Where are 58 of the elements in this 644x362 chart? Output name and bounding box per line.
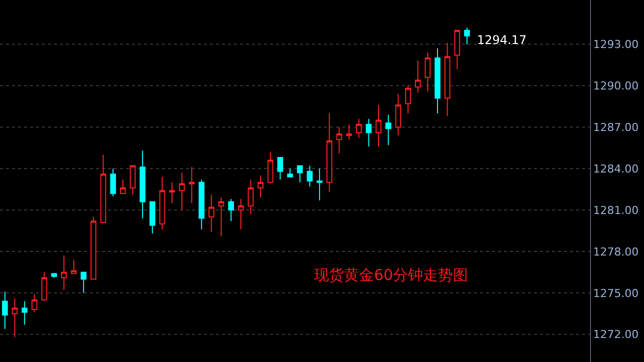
candlestick bbox=[395, 93, 402, 136]
candlestick bbox=[306, 165, 313, 188]
candlestick bbox=[178, 172, 185, 211]
candlestick bbox=[356, 118, 362, 139]
candlestick bbox=[248, 179, 254, 215]
candlestick bbox=[90, 216, 96, 280]
candlestick bbox=[346, 124, 352, 140]
candlestick bbox=[2, 291, 8, 330]
candlestick bbox=[41, 272, 48, 300]
candlestick bbox=[169, 182, 175, 204]
candlestick bbox=[287, 168, 293, 178]
y-tick-label: 1281.00 bbox=[593, 204, 639, 217]
candlestick bbox=[70, 259, 77, 274]
candlestick bbox=[464, 27, 470, 45]
candlestick bbox=[228, 198, 234, 222]
y-tick-label: 1287.00 bbox=[593, 120, 639, 134]
candlestick bbox=[120, 179, 126, 194]
y-tick-label: 1272.00 bbox=[593, 328, 639, 342]
candlestick bbox=[376, 104, 382, 147]
candlestick bbox=[366, 118, 372, 147]
candlestick bbox=[140, 150, 146, 219]
candlestick bbox=[198, 179, 204, 230]
candlestick bbox=[258, 174, 264, 198]
candlestick bbox=[149, 201, 156, 234]
y-tick-label: 1275.00 bbox=[593, 286, 639, 300]
candlestick bbox=[434, 48, 440, 114]
candlestick bbox=[336, 126, 342, 154]
candlestick bbox=[80, 272, 86, 294]
candlestick bbox=[130, 165, 136, 196]
candlestick bbox=[405, 85, 411, 114]
candlestick bbox=[444, 42, 450, 117]
y-tick-label: 1284.00 bbox=[593, 162, 639, 176]
y-tick-label: 1290.00 bbox=[593, 80, 639, 93]
candlestick bbox=[218, 197, 224, 237]
candlestick bbox=[326, 112, 332, 193]
candlestick bbox=[32, 294, 38, 313]
candlestick bbox=[424, 52, 431, 92]
candlestick bbox=[110, 168, 116, 197]
candlestick bbox=[159, 176, 166, 230]
candlestick bbox=[454, 30, 460, 70]
annotation: 现货黄金60分钟走势图 bbox=[314, 266, 468, 284]
candlestick bbox=[100, 154, 106, 223]
candlestick bbox=[385, 114, 392, 146]
candlestick bbox=[188, 166, 195, 204]
candlestick bbox=[208, 194, 214, 233]
candlestick bbox=[61, 255, 67, 291]
candlestick bbox=[316, 168, 322, 201]
candlestick bbox=[296, 165, 303, 183]
y-tick-label: 1278.00 bbox=[593, 245, 639, 258]
candlestick bbox=[51, 273, 57, 278]
candlestick bbox=[22, 300, 28, 326]
candlestick bbox=[267, 151, 274, 183]
annotation: 1294.17 bbox=[477, 33, 527, 47]
candlestick bbox=[414, 60, 421, 94]
candlestick bbox=[12, 298, 18, 338]
candlestick bbox=[277, 157, 284, 180]
y-tick-label: 1293.00 bbox=[593, 38, 639, 52]
candlestick bbox=[238, 198, 244, 230]
